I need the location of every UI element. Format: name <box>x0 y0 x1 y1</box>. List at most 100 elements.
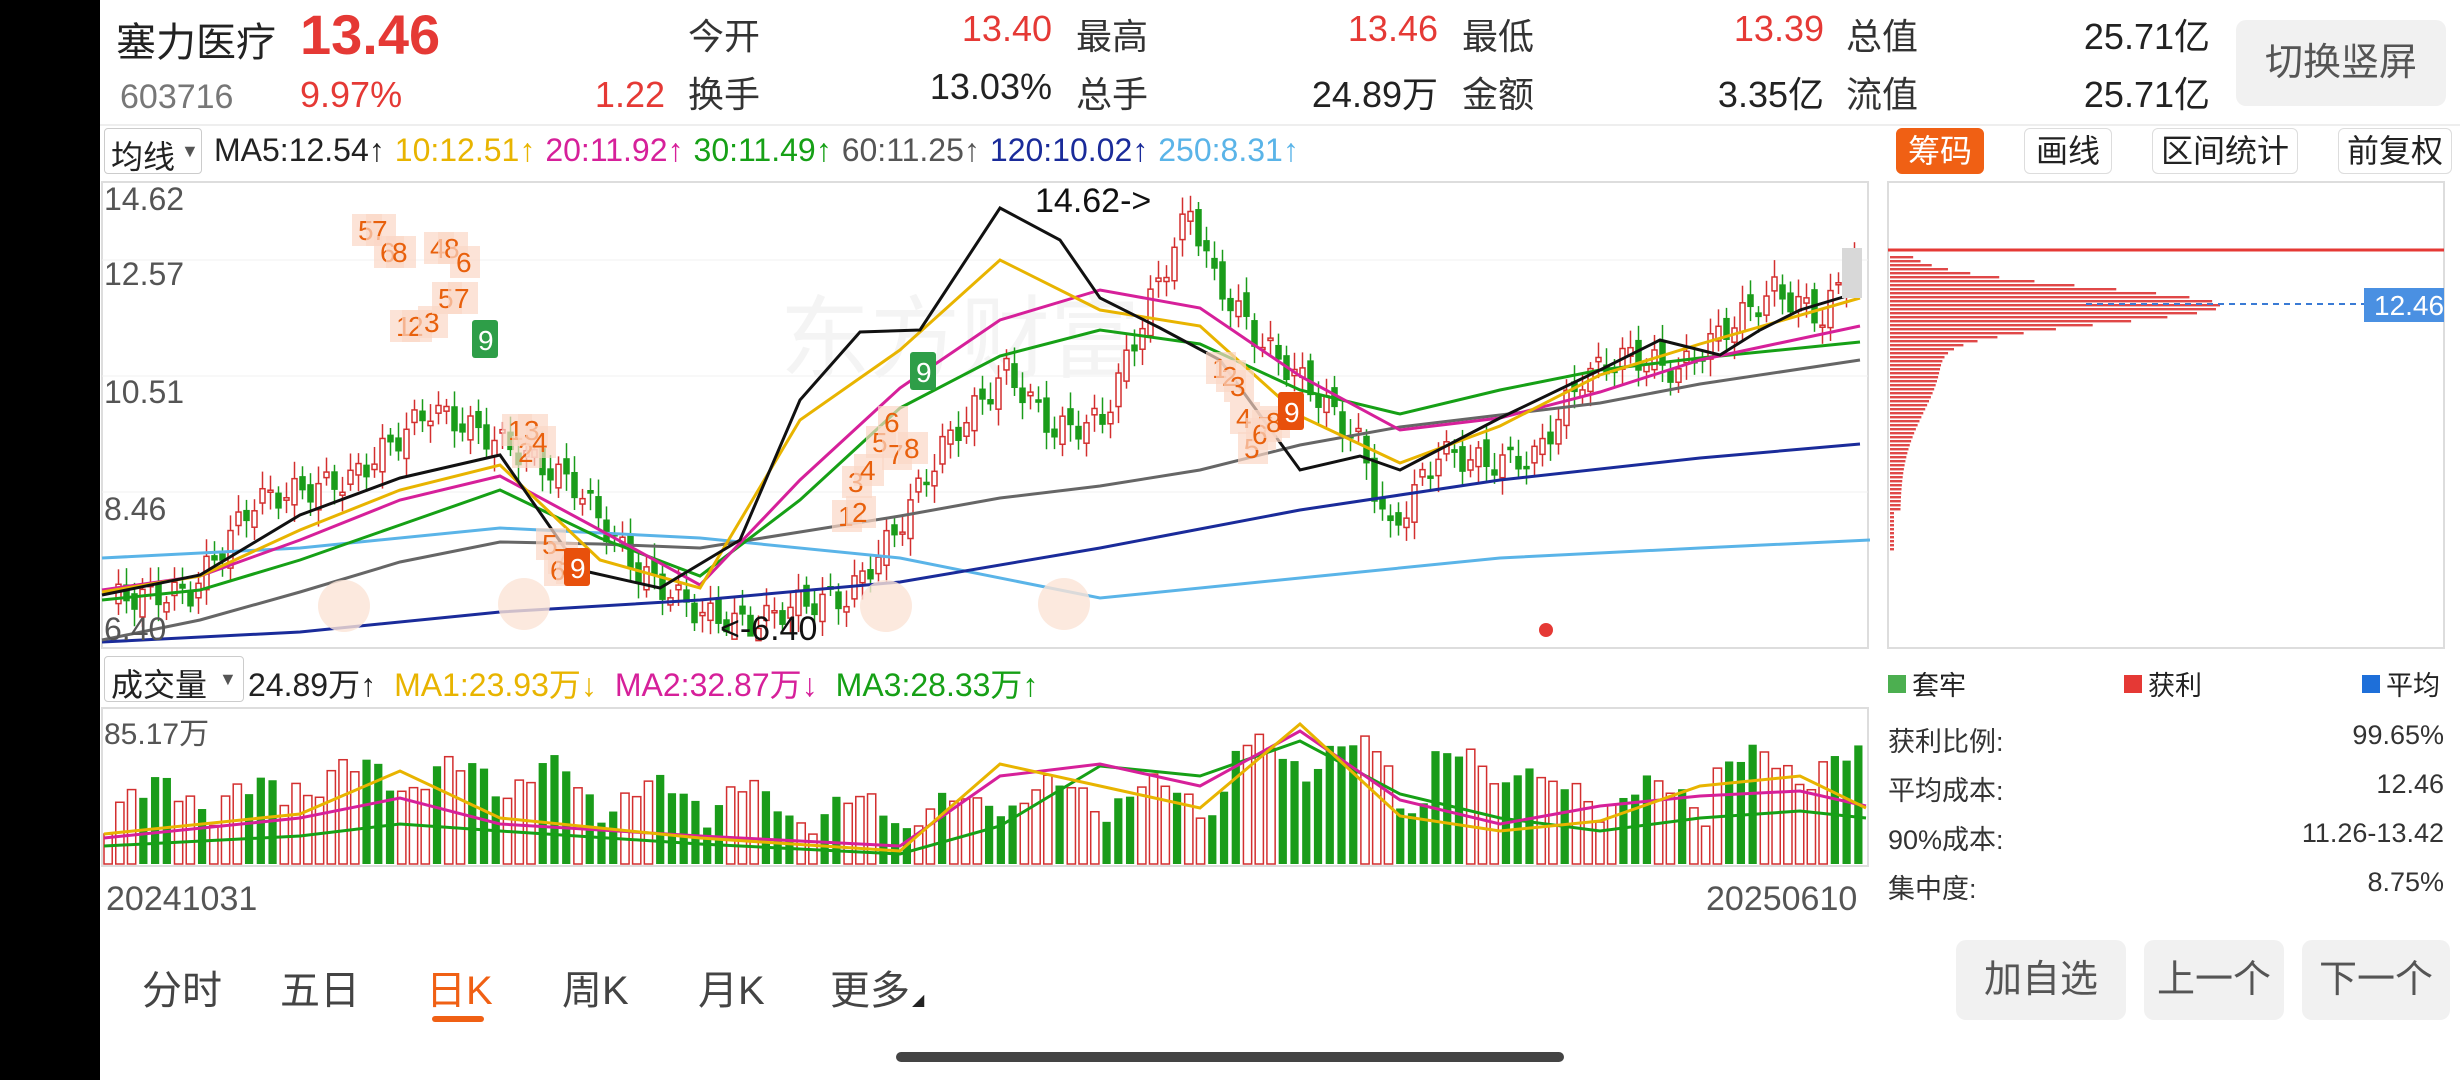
candle-body <box>1027 391 1034 397</box>
candle-body <box>1819 324 1826 328</box>
tab-daily-k[interactable]: 日K <box>426 969 493 1013</box>
tab-range-stats[interactable]: 区间统计 <box>2152 128 2298 174</box>
volume-bar <box>514 779 525 865</box>
vol-ma3-line <box>103 739 1867 856</box>
legend-avg: 平均 <box>2362 664 2440 703</box>
volume-legend: 24.89万↑ MA1:23.93万↓ MA2:32.87万↓ MA3:28.33万↑ <box>248 660 1038 706</box>
volume-bar <box>643 780 654 865</box>
kline-chart[interactable]: 东方财富 14.62 12.57 10.51 8.46 6.40 14.62->… <box>100 180 1870 650</box>
candle-body <box>1675 368 1682 384</box>
candle-body <box>1387 515 1394 522</box>
tab-intraday[interactable]: 分时 <box>142 969 222 1013</box>
volume-selector[interactable]: 成交量 ▼ <box>104 656 244 703</box>
tab-chip[interactable]: 筹码 <box>1896 128 1984 174</box>
ma-legend-item: MA5:12.54↑ <box>214 132 385 168</box>
candle-body <box>259 487 266 504</box>
volume-bar <box>1454 756 1464 864</box>
chip-bar <box>1890 468 1904 471</box>
ma-selector[interactable]: 均线 ▼ <box>104 128 202 175</box>
volume-bar <box>1759 751 1770 865</box>
low-annotation: <-6.40 <box>720 610 817 648</box>
candle-body <box>251 510 258 528</box>
candle-body <box>1523 465 1530 470</box>
profit-swatch <box>2124 674 2142 693</box>
volume-bar <box>150 777 160 864</box>
candle-body <box>1435 458 1442 477</box>
next-stock-button[interactable]: 下一个 <box>2302 940 2450 1020</box>
volume-bar <box>855 795 865 865</box>
candle-body <box>1059 415 1066 446</box>
candle-body <box>435 404 442 414</box>
candle-body <box>771 610 778 614</box>
ma250-line <box>101 526 1870 600</box>
volume-bar <box>938 792 947 864</box>
avg-swatch <box>2362 674 2380 693</box>
volume-chart[interactable]: 85.17万 <box>100 706 1870 868</box>
candle-body <box>595 496 602 519</box>
candle-body <box>1379 497 1386 510</box>
volume-bar <box>1360 735 1370 865</box>
chip-bar <box>1890 432 1915 435</box>
tab-five-day[interactable]: 五日 <box>280 969 360 1013</box>
volume-bar <box>455 770 466 865</box>
tab-weekly-k[interactable]: 周K <box>562 969 629 1013</box>
chip-bar <box>1890 284 2075 287</box>
switch-portrait-button[interactable]: 切换竖屏 <box>2236 20 2446 106</box>
chip-bar <box>1890 348 1954 351</box>
price-axis-tick: 10.51 <box>104 374 184 410</box>
watermark: 东方财富 <box>780 290 1140 390</box>
candle-body <box>1115 372 1122 408</box>
volume-bar <box>162 777 171 864</box>
volume-legend-item: MA3:28.33万↑ <box>835 667 1039 703</box>
signal-number: 3 <box>424 307 440 338</box>
chip-bar <box>1890 400 1930 403</box>
ma-legend: MA5:12.54↑ 10:12.51↑ 20:11.92↑ 30:11.49↑ 60:… <box>214 132 1299 169</box>
stat-label: 获利比例: <box>1888 727 2004 757</box>
volume-bar <box>1183 793 1194 865</box>
volume-bar <box>832 796 841 864</box>
candle-body <box>1147 288 1154 337</box>
previous-stock-button[interactable]: 上一个 <box>2144 940 2284 1020</box>
stat-value: 99.65% <box>2352 720 2444 750</box>
add-watchlist-button[interactable]: 加自选 <box>1956 940 2126 1020</box>
candle-body <box>1187 210 1194 222</box>
ma-legend-item: 250:8.31↑ <box>1158 132 1299 168</box>
candle-body <box>731 612 738 640</box>
active-tab-indicator <box>432 1016 484 1022</box>
volume-bar <box>1078 787 1088 865</box>
chip-bar <box>1890 268 1948 271</box>
signal-badge <box>448 282 478 314</box>
candle-body <box>1739 302 1746 333</box>
chip-bar <box>1890 544 1894 547</box>
chip-bar <box>1890 476 1903 479</box>
volume-bar <box>1031 789 1041 865</box>
chip-bar <box>1890 364 1942 367</box>
volume-bar <box>597 822 606 864</box>
candle-body <box>323 471 330 479</box>
price-axis-tick: 12.57 <box>104 256 184 292</box>
chip-frame <box>1887 181 2445 649</box>
candle-body <box>555 463 562 489</box>
candle-body <box>1315 394 1322 408</box>
candle-body <box>963 421 970 438</box>
chip-bar <box>1890 360 1943 363</box>
candle-body <box>459 423 466 433</box>
chip-bar <box>1890 532 1894 535</box>
scroll-handle[interactable] <box>1842 248 1862 298</box>
stat-label: 平均成本: <box>1888 776 2004 806</box>
volume-bar <box>1536 776 1547 865</box>
volume-bar <box>1465 748 1476 865</box>
candle-body <box>747 614 754 637</box>
tab-monthly-k[interactable]: 月K <box>698 969 765 1013</box>
home-indicator[interactable] <box>896 1052 1564 1062</box>
tab-more[interactable]: 更多 <box>830 969 910 1013</box>
chip-bar <box>1890 404 1928 407</box>
candle-body <box>1267 337 1274 342</box>
volume-bar <box>1242 744 1253 865</box>
tab-forward-adjust[interactable]: 前复权 <box>2338 128 2452 174</box>
chip-bar <box>1890 368 1941 371</box>
volume-bar <box>1302 781 1311 864</box>
tab-draw-line[interactable]: 画线 <box>2024 128 2112 174</box>
volume-bar <box>1396 808 1405 864</box>
volume-bar <box>843 802 854 865</box>
